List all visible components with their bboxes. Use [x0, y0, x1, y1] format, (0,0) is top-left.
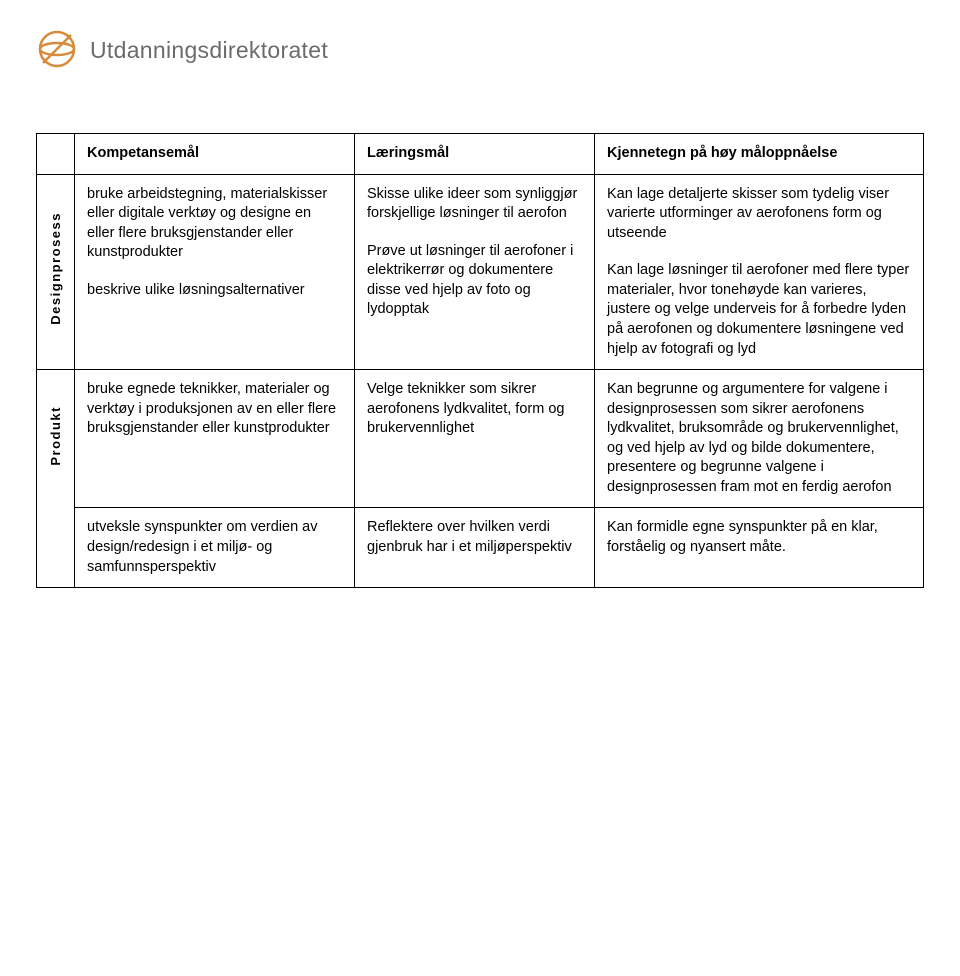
col-header-laeringsmaal: Læringsmål: [355, 134, 595, 175]
text-block: Kan begrunne og argumentere for valgene …: [607, 380, 911, 497]
produkt-kompetansemaal-1: bruke egnede teknikker, materialer og ve…: [75, 370, 355, 508]
text-block: Prøve ut løsninger til aerofoner i elekt…: [367, 242, 582, 320]
col-header-kompetansemaal: Kompetansemål: [75, 134, 355, 175]
produkt-kjennetegn-1: Kan begrunne og argumentere for valgene …: [595, 370, 924, 508]
produkt-kjennetegn-2: Kan formidle egne synspunkter på en klar…: [595, 508, 924, 588]
design-laeringsmaal: Skisse ulike ideer som synliggjør forskj…: [355, 174, 595, 370]
table-row: Designprosess bruke arbeidstegning, mate…: [37, 174, 924, 370]
text-block: Velge teknikker som sikrer aerofonens ly…: [367, 380, 582, 439]
produkt-laeringsmaal-1: Velge teknikker som sikrer aerofonens ly…: [355, 370, 595, 508]
table-row: Produkt bruke egnede teknikker, material…: [37, 370, 924, 508]
text-block: bruke arbeidstegning, materialskisser el…: [87, 185, 342, 263]
text-block: beskrive ulike løsningsalternativer: [87, 281, 342, 301]
page-header: Utdanningsdirektoratet: [36, 28, 924, 73]
text-block: Skisse ulike ideer som synliggjør forskj…: [367, 185, 582, 224]
produkt-laeringsmaal-2: Reflektere over hvilken verdi gjenbruk h…: [355, 508, 595, 588]
section-label-text: Designprosess: [47, 212, 65, 325]
text-block: Kan formidle egne synspunkter på en klar…: [607, 518, 911, 557]
brand-text: Utdanningsdirektoratet: [90, 37, 328, 64]
section-label-produkt: Produkt: [37, 370, 75, 508]
table-row: utveksle synspunkter om verdien av desig…: [37, 508, 924, 588]
design-kompetansemaal: bruke arbeidstegning, materialskisser el…: [75, 174, 355, 370]
table-header-row: Kompetansemål Læringsmål Kjennetegn på h…: [37, 134, 924, 175]
section-label-text: Produkt: [47, 406, 65, 466]
text-block: utveksle synspunkter om verdien av desig…: [87, 518, 342, 577]
logo-icon: [36, 28, 90, 73]
text-block: Kan lage løsninger til aerofoner med fle…: [607, 261, 911, 359]
section-label-produkt-cont: [37, 508, 75, 588]
col-header-kjennetegn: Kjennetegn på høy måloppnåelse: [595, 134, 924, 175]
text-block: Kan lage detaljerte skisser som tydelig …: [607, 185, 911, 244]
text-block: bruke egnede teknikker, materialer og ve…: [87, 380, 342, 439]
sidebar-header-blank: [37, 134, 75, 175]
section-label-design: Designprosess: [37, 174, 75, 370]
curriculum-table: Kompetansemål Læringsmål Kjennetegn på h…: [36, 133, 924, 588]
text-block: Reflektere over hvilken verdi gjenbruk h…: [367, 518, 582, 557]
produkt-kompetansemaal-2: utveksle synspunkter om verdien av desig…: [75, 508, 355, 588]
design-kjennetegn: Kan lage detaljerte skisser som tydelig …: [595, 174, 924, 370]
